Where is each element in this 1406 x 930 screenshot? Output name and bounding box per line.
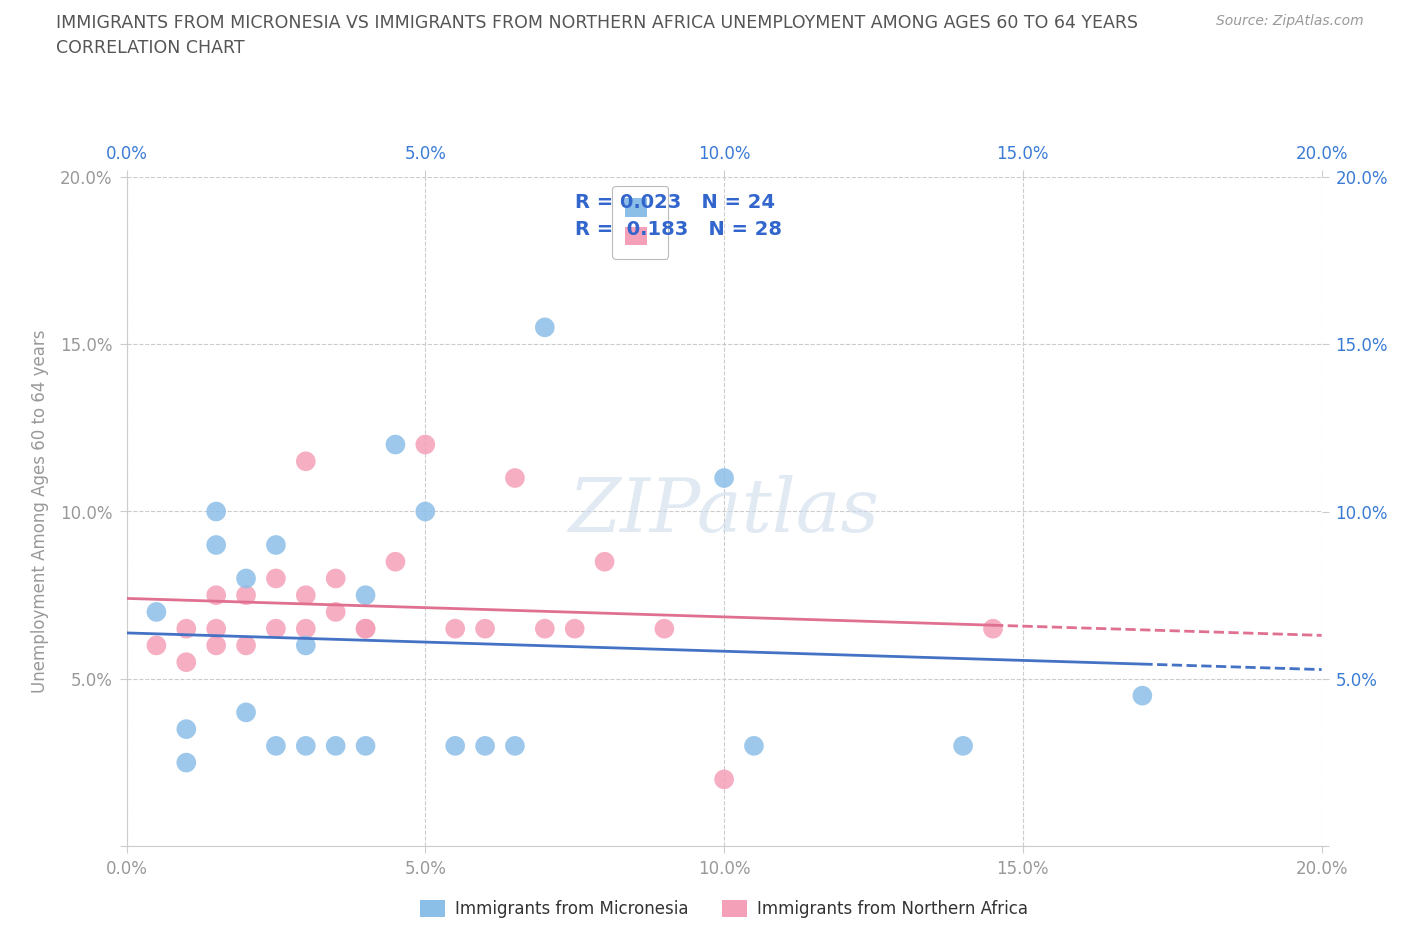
Point <box>354 738 377 753</box>
Point <box>981 621 1004 636</box>
Point <box>474 738 496 753</box>
Point <box>564 621 586 636</box>
Point <box>354 621 377 636</box>
Point <box>294 738 316 753</box>
Point <box>1130 688 1153 703</box>
Point <box>384 554 406 569</box>
Point <box>325 738 347 753</box>
Point <box>474 621 496 636</box>
Point <box>264 571 287 586</box>
Point <box>235 571 257 586</box>
Point <box>713 471 735 485</box>
Point <box>503 471 526 485</box>
Point <box>534 320 557 335</box>
Point <box>145 638 167 653</box>
Point <box>174 722 197 737</box>
Point <box>325 604 347 619</box>
Point <box>174 655 197 670</box>
Text: ZIPatlas: ZIPatlas <box>568 475 880 548</box>
Point <box>235 638 257 653</box>
Point <box>235 588 257 603</box>
Point <box>742 738 765 753</box>
Point <box>205 638 228 653</box>
Point <box>503 738 526 753</box>
Point <box>294 621 316 636</box>
Point <box>444 621 467 636</box>
Point <box>354 588 377 603</box>
Text: R =  0.183   N = 28: R = 0.183 N = 28 <box>575 220 782 239</box>
Point <box>205 538 228 552</box>
Point <box>534 621 557 636</box>
Point <box>264 738 287 753</box>
Text: Source: ZipAtlas.com: Source: ZipAtlas.com <box>1216 14 1364 28</box>
Point <box>264 538 287 552</box>
Point <box>294 588 316 603</box>
Point <box>205 588 228 603</box>
Point <box>713 772 735 787</box>
Y-axis label: Unemployment Among Ages 60 to 64 years: Unemployment Among Ages 60 to 64 years <box>31 330 49 693</box>
Point <box>444 738 467 753</box>
Point <box>325 571 347 586</box>
Point <box>294 638 316 653</box>
Point <box>354 621 377 636</box>
Point <box>415 437 437 452</box>
Point <box>652 621 675 636</box>
Point <box>145 604 167 619</box>
Point <box>415 504 437 519</box>
Legend: Immigrants from Micronesia, Immigrants from Northern Africa: Immigrants from Micronesia, Immigrants f… <box>413 894 1035 925</box>
Point <box>205 621 228 636</box>
Point <box>205 504 228 519</box>
Point <box>235 705 257 720</box>
Point <box>174 621 197 636</box>
Text: R = 0.023   N = 24: R = 0.023 N = 24 <box>575 193 775 212</box>
Point <box>174 755 197 770</box>
Point <box>593 554 616 569</box>
Point <box>294 454 316 469</box>
Text: CORRELATION CHART: CORRELATION CHART <box>56 39 245 57</box>
Point <box>264 621 287 636</box>
Text: IMMIGRANTS FROM MICRONESIA VS IMMIGRANTS FROM NORTHERN AFRICA UNEMPLOYMENT AMONG: IMMIGRANTS FROM MICRONESIA VS IMMIGRANTS… <box>56 14 1139 32</box>
Point <box>384 437 406 452</box>
Point <box>952 738 974 753</box>
